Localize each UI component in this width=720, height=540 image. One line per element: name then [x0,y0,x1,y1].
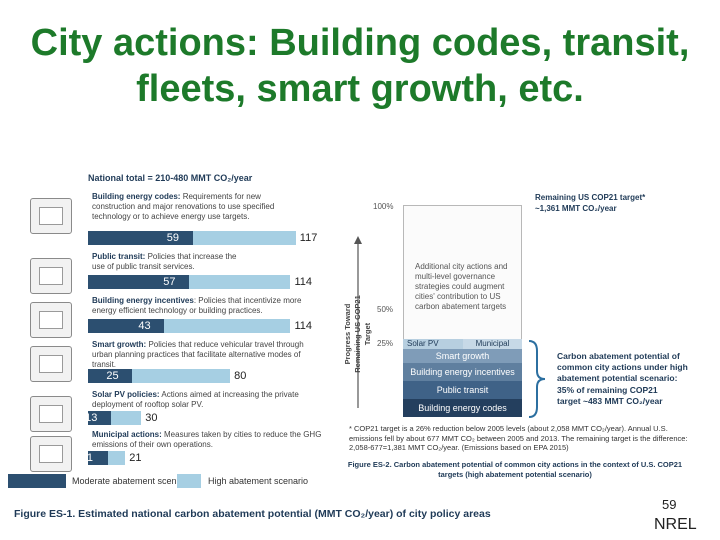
bar-moderate-1 [88,231,193,245]
value-label-high-4: 80 [234,370,247,382]
policy-description: Measures taken by cities to reduce the G… [92,430,322,449]
policy-description: Actions aimed at increasing the private … [92,390,299,409]
policy-item-3: Building energy incentives: Policies tha… [92,296,324,316]
legend-high-label: High abatement scenario [208,476,309,486]
policy-item-2: Public transit: Policies that increase t… [92,252,242,272]
bar-moderate-5 [88,411,112,425]
stack-segment-municipal-actions: Municipal actions [463,339,522,358]
value-label-high-1: 117 [299,232,318,244]
building-construction-icon [30,198,72,234]
remaining-target-label: Remaining US COP21 target* [535,193,646,202]
stack-segment-public-transit: Public transit [403,381,522,399]
figure-es1-caption: Figure ES-1. Estimated national carbon a… [14,508,491,520]
tick-50: 50% [377,305,394,314]
figure-es2-caption: Figure ES-2. Carbon abatement potential … [347,460,683,479]
policy-description: Requirements for new construction and ma… [92,192,275,221]
policy-name: Building energy codes: [92,192,181,201]
policy-name: Public transit: [92,252,146,261]
policy-description: : Policies that incentivize more energy … [92,296,302,315]
national-total-label: National total = 210-480 MMT CO₂/year [88,173,253,183]
policy-item-1: Building energy codes: Requirements for … [92,192,292,222]
stack-segment-building-energy-codes: Building energy codes [403,399,522,417]
value-label-high-6: 21 [129,452,142,464]
brace-bracket [528,340,546,418]
bus-icon [30,258,72,294]
nrel-label: NREL [654,516,697,533]
value-label-moderate-6: 11 [81,452,93,464]
bar-moderate-6 [88,451,108,465]
brace-text-bold: Carbon abatement potential of common cit… [557,351,688,383]
tick-25: 25% [377,339,394,348]
policy-item-5: Solar PV policies: Actions aimed at incr… [92,390,307,410]
bar-moderate-4 [88,369,133,383]
additional-actions-text: Additional city actions and multi-level … [415,262,508,311]
y-axis-label: Progress Toward Remaining US COP21 Targe… [343,295,372,373]
bar-moderate-2 [88,275,190,289]
policy-item-6: Municipal actions: Measures taken by cit… [92,430,324,450]
policy-name: Smart growth: [92,340,147,349]
value-label-moderate-5: 13 [85,412,98,424]
slide-title: City actions: Building codes, transit, f… [30,22,690,110]
policy-description: Policies that reduce vehicular travel th… [92,340,304,369]
legend-high-swatch [177,474,201,488]
bar-moderate-3 [88,319,165,333]
stack-segment-building-energy-incentives: Building energy incentives [403,363,522,381]
policy-description: Policies that increase the use of public… [92,252,237,271]
value-label-moderate-1: 59 [166,232,180,244]
office-building-icon [30,302,72,338]
policy-name: Building energy incentives [92,296,194,305]
value-label-moderate-4: 25 [106,370,119,382]
pedestrian-crossing-icon [30,346,72,382]
tick-100: 100% [373,202,394,211]
legend-moderate-label: Moderate abatement scenario [72,476,192,486]
legend-moderate-swatch [8,474,66,488]
cop21-footnote: * COP21 target is a 26% reduction below … [349,424,688,452]
progress-arrow [354,236,362,408]
policy-item-4: Smart growth: Policies that reduce vehic… [92,340,324,370]
remaining-target-value: ~1,361 MMT CO₂/year [535,204,617,213]
value-label-moderate-2: 57 [163,276,176,288]
value-label-moderate-3: 43 [138,320,151,332]
brace-text-detail: 35% of remaining COP21 target ~483 MMT C… [557,385,663,406]
stack-segment-solar-pv: Solar PV [403,339,463,349]
city-hall-icon [30,436,72,472]
value-label-high-3: 114 [294,320,312,332]
page-number: 59 [662,497,677,512]
value-label-high-2: 114 [294,276,312,288]
solar-panel-icon [30,396,72,432]
policy-name: Solar PV policies: [92,390,160,399]
stack-segment-smart-growth: Smart growth [403,349,522,363]
policy-name: Municipal actions: [92,430,162,439]
value-label-high-5: 30 [145,412,158,424]
